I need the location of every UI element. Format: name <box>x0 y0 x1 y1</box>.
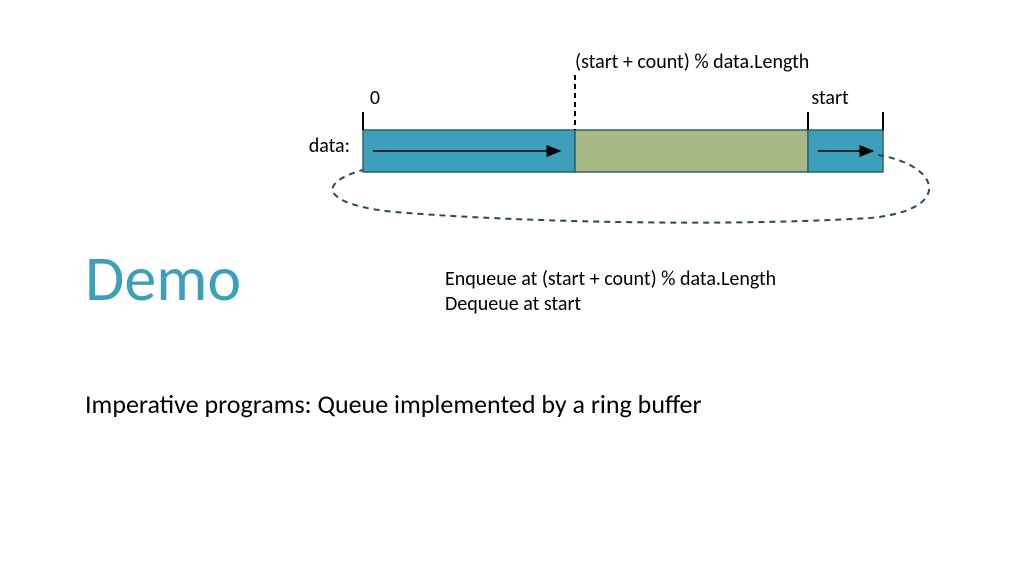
label-enqueue: Enqueue at (start + count) % data.Length <box>445 267 776 291</box>
label-zero: 0 <box>370 86 380 110</box>
label-formula: (start + count) % data.Length <box>575 50 809 74</box>
label-dequeue: Dequeue at start <box>445 292 581 316</box>
slide-subtitle: Imperative programs: Queue implemented b… <box>85 388 702 420</box>
buffer-segment <box>575 130 808 172</box>
slide-title: Demo <box>85 240 241 318</box>
label-data: data: <box>309 134 350 158</box>
label-start: start <box>811 86 849 110</box>
